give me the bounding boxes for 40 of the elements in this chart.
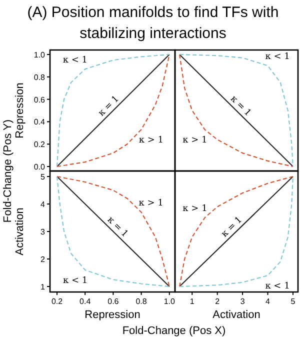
annotation: κ > 1 — [182, 204, 208, 214]
y-tick-label: 4 — [40, 200, 46, 209]
y-tick-label: 0.8 — [34, 72, 46, 82]
y-tick-label: 0.2 — [34, 140, 46, 150]
x-tick-label: 3 — [240, 297, 246, 306]
x-tick-label: 0.2 — [51, 297, 64, 306]
x-axis-title: Activation — [212, 309, 260, 321]
annotation: κ = 1 — [220, 215, 244, 240]
x-tick-label: 4 — [266, 297, 271, 306]
y-tick-label: 0.6 — [34, 95, 46, 104]
x-tick-label: 1 — [190, 297, 195, 306]
annotation: κ > 1 — [138, 198, 164, 208]
y-tick-label: 2 — [40, 255, 46, 264]
annotation: κ < 1 — [265, 282, 290, 292]
annotation: κ = 1 — [105, 215, 130, 240]
annotation: κ < 1 — [63, 276, 88, 286]
x-tick-label: 0.4 — [80, 297, 92, 306]
annotation: κ > 1 — [138, 136, 164, 146]
annotation: κ = 1 — [96, 94, 122, 119]
annotation: κ = 1 — [228, 94, 253, 119]
y-tick-label: 3 — [40, 228, 46, 236]
x-tick-label: 2 — [215, 297, 220, 306]
y-tick-label: 1 — [40, 282, 46, 292]
x-tick-label: 1.0 — [164, 297, 176, 306]
text: Fold-Change (Pos X) — [122, 325, 226, 337]
y-tick-label: 0.0 — [34, 162, 46, 172]
annotation: κ > 1 — [182, 136, 208, 146]
y-tick-label: 0.4 — [34, 118, 46, 127]
x-axis-title: Repression — [84, 309, 140, 321]
y-axis-title: Repression — [14, 82, 26, 138]
chart-title: (A) Position manifolds to find TFs with stabilizing interactions — [27, 4, 279, 42]
annotation: κ < 1 — [62, 55, 88, 66]
y-axis-title: Activation — [14, 208, 26, 256]
y-tick-label: 5 — [40, 172, 46, 182]
text: Fold-Change (Pos Y) — [2, 119, 14, 223]
y-tick-label: 1.0 — [34, 50, 46, 60]
x-tick-label: 5 — [290, 297, 296, 306]
x-tick-label: 0.8 — [136, 297, 148, 306]
annotation: κ < 1 — [265, 52, 290, 62]
x-tick-label: 0.6 — [108, 297, 120, 306]
